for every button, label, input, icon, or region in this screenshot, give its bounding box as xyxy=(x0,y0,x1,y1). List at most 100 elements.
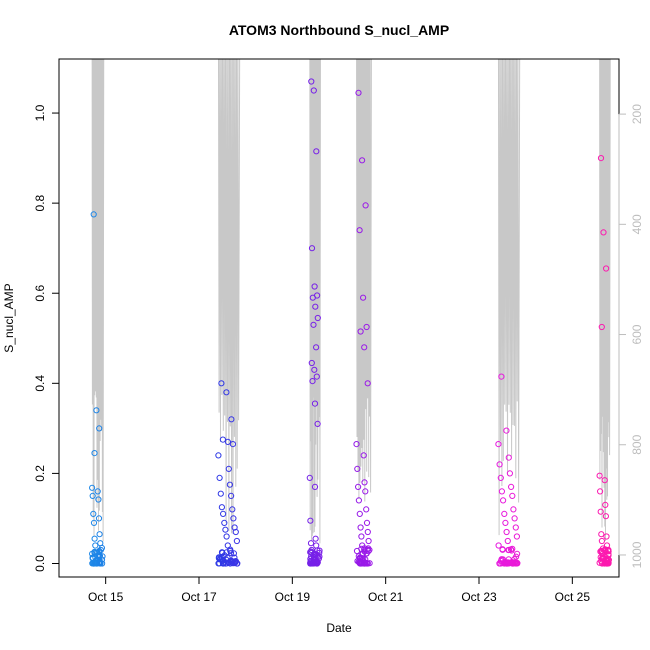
data-point xyxy=(313,148,320,155)
plot-frame xyxy=(58,58,620,578)
right-tick-label: 1000 xyxy=(630,541,644,568)
data-point xyxy=(89,492,96,499)
data-point xyxy=(365,537,372,545)
data-point xyxy=(219,436,226,443)
y-tick-label: 0.8 xyxy=(33,194,47,211)
data-point xyxy=(362,202,369,209)
right-tick-label: 800 xyxy=(630,434,644,454)
data-point xyxy=(361,545,368,552)
data-point xyxy=(311,400,319,407)
data-point xyxy=(361,479,368,486)
data-point xyxy=(355,89,362,96)
data-point xyxy=(604,547,612,554)
data-point xyxy=(355,483,362,490)
data-point xyxy=(500,497,507,504)
data-point xyxy=(363,519,371,527)
data-point xyxy=(225,465,232,472)
data-point xyxy=(310,87,317,94)
data-point xyxy=(360,294,367,301)
data-point xyxy=(600,229,607,236)
y-tick-label: 0.4 xyxy=(33,375,47,392)
data-point xyxy=(498,488,505,495)
data-point xyxy=(364,380,371,387)
axes: Oct 15 Oct 17 Oct 19 Oct 21 Oct 23 Oct 25 0.0 0… xyxy=(33,104,644,604)
data-point xyxy=(514,550,521,558)
data-point xyxy=(94,488,101,495)
data-point xyxy=(512,524,519,531)
data-point xyxy=(506,470,513,477)
data-point xyxy=(359,157,366,164)
data-point xyxy=(308,549,315,557)
data-point xyxy=(602,557,610,564)
data-point xyxy=(513,533,521,540)
data-point xyxy=(310,559,318,566)
data-point xyxy=(313,373,320,380)
data-point xyxy=(222,526,229,533)
data-point xyxy=(233,560,240,567)
data-point xyxy=(501,510,508,518)
data-point xyxy=(227,546,234,553)
data-point xyxy=(215,452,222,459)
data-point xyxy=(90,510,97,518)
data-point xyxy=(602,560,610,567)
data-point xyxy=(90,560,97,567)
data-point xyxy=(602,546,609,553)
data-point xyxy=(314,420,321,427)
y-tick-label: 1.0 xyxy=(33,104,47,121)
x-axis-title: Date xyxy=(326,621,352,635)
data-point xyxy=(308,245,316,252)
data-point xyxy=(511,515,518,522)
depth-lines xyxy=(91,59,611,544)
data-point xyxy=(499,556,506,563)
data-point xyxy=(230,515,237,522)
y-tick-label: 0.6 xyxy=(33,285,47,302)
right-tick-label: 600 xyxy=(630,324,644,344)
data-point xyxy=(504,560,511,567)
data-point xyxy=(95,515,103,522)
chart-title: ATOM3 Northbound S_nucl_AMP xyxy=(229,22,449,38)
data-point xyxy=(509,492,516,499)
data-point xyxy=(99,553,106,560)
data-point xyxy=(496,461,503,468)
data-point xyxy=(363,506,370,513)
data-point xyxy=(355,497,362,504)
data-point xyxy=(99,560,106,567)
data-point xyxy=(310,321,317,328)
data-point xyxy=(362,556,369,563)
data-point xyxy=(92,542,99,549)
data-point xyxy=(313,344,320,351)
data-point xyxy=(312,303,319,310)
data-point xyxy=(605,556,613,564)
data-point xyxy=(89,484,96,491)
data-point xyxy=(228,416,235,423)
data-point xyxy=(220,510,227,518)
data-point xyxy=(596,472,603,479)
data-point xyxy=(98,544,106,552)
data-point xyxy=(505,556,512,563)
x-tick-label: Oct 15 xyxy=(88,590,124,604)
data-point xyxy=(311,283,318,290)
data-points xyxy=(89,78,613,567)
data-point xyxy=(223,533,230,540)
data-point xyxy=(221,519,228,527)
data-point xyxy=(503,427,510,434)
data-point xyxy=(307,517,314,524)
data-point xyxy=(216,474,223,481)
data-point xyxy=(364,528,371,536)
data-point xyxy=(353,441,360,448)
data-point xyxy=(314,314,321,322)
data-point xyxy=(356,510,363,518)
data-point xyxy=(217,490,224,497)
data-point xyxy=(603,265,610,272)
data-point xyxy=(96,425,103,432)
data-point xyxy=(495,441,502,448)
data-point xyxy=(90,211,97,218)
data-point xyxy=(505,546,512,554)
x-tick-label: Oct 21 xyxy=(368,590,404,604)
data-point xyxy=(364,546,371,553)
data-point xyxy=(498,373,505,380)
data-point xyxy=(92,549,99,556)
x-tick-label: Oct 19 xyxy=(275,590,311,604)
x-tick-label: Oct 17 xyxy=(181,590,217,604)
data-point xyxy=(508,547,515,554)
